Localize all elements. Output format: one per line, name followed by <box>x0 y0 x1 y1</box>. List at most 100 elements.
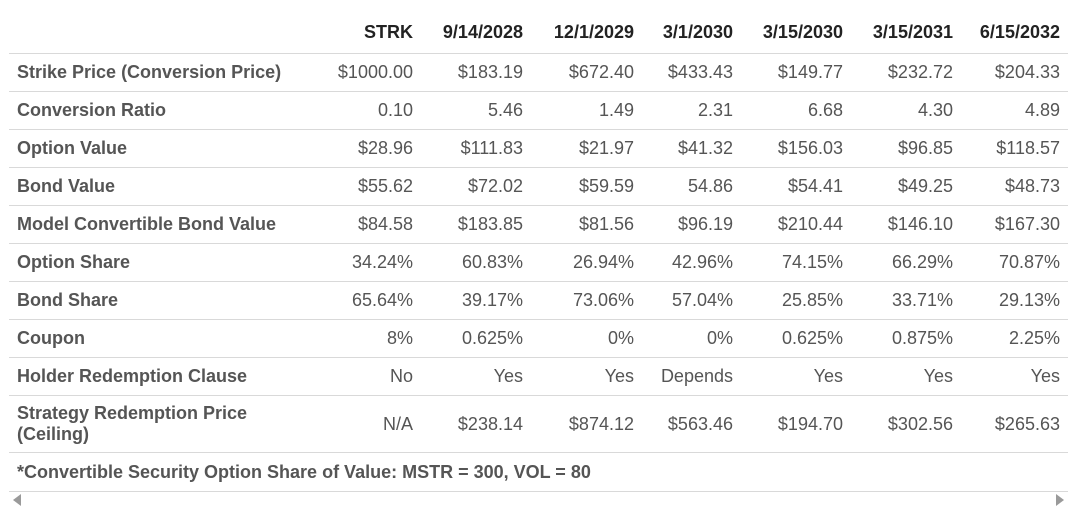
table-cell: $111.83 <box>460 138 523 158</box>
table-cell: $1000.00 <box>337 62 413 82</box>
table-cell: $232.72 <box>887 62 953 82</box>
table-cell: 73.06% <box>572 290 634 310</box>
row-label: Conversion Ratio <box>17 100 167 120</box>
table-cell: $81.56 <box>578 214 634 234</box>
table-cell: $183.19 <box>457 62 523 82</box>
table-row: Bond Value $55.62 $72.02 $59.59 54.86 $5… <box>9 167 1068 206</box>
table-cell: $96.85 <box>897 138 953 158</box>
column-header: 3/15/2031 <box>872 22 953 42</box>
row-label: Coupon <box>17 328 85 348</box>
row-label: Strike Price (Conversion Price) <box>17 62 282 82</box>
table-cell: $59.59 <box>578 176 634 196</box>
table-cell: 57.04% <box>671 290 733 310</box>
row-label: Model Convertible Bond Value <box>17 214 277 234</box>
table-cell: 0.625% <box>781 328 843 348</box>
header-corner <box>9 12 322 54</box>
column-header: 3/1/2030 <box>662 22 733 42</box>
table-cell: 1.49 <box>598 100 634 120</box>
table-container: STRK 9/14/2028 12/1/2029 3/1/2030 3/15/2… <box>9 12 1068 492</box>
table-cell: $72.02 <box>467 176 523 196</box>
row-label: Bond Share <box>17 290 119 310</box>
table-cell: 4.30 <box>917 100 953 120</box>
table-cell: $84.58 <box>357 214 413 234</box>
column-header: 3/15/2030 <box>762 22 843 42</box>
table-cell: 60.83% <box>461 252 523 272</box>
row-label: Strategy Redemption Price (Ceiling) <box>17 403 248 444</box>
footnote-row: *Convertible Security Option Share of Va… <box>9 452 1068 492</box>
column-header: 12/1/2029 <box>553 22 634 42</box>
row-label: Option Value <box>17 138 128 158</box>
table-cell: N/A <box>382 413 413 434</box>
table-row: Strategy Redemption Price (Ceiling) N/A … <box>9 395 1068 453</box>
table-cell: 65.64% <box>351 290 413 310</box>
table-footnote: *Convertible Security Option Share of Va… <box>17 461 591 482</box>
table-cell: $48.73 <box>1004 176 1060 196</box>
table-cell: 2.31 <box>697 100 733 120</box>
table-cell: 54.86 <box>687 176 733 196</box>
table-cell: Yes <box>1030 366 1060 386</box>
table-cell: 8% <box>386 328 413 348</box>
table-cell: $672.40 <box>568 62 634 82</box>
table-cell: $41.32 <box>677 138 733 158</box>
table-cell: $96.19 <box>677 214 733 234</box>
table-cell: 0.625% <box>461 328 523 348</box>
table-cell: $54.41 <box>787 176 843 196</box>
convertible-bond-table: STRK 9/14/2028 12/1/2029 3/1/2030 3/15/2… <box>9 12 1068 492</box>
table-cell: 0% <box>706 328 733 348</box>
table-row: Coupon 8% 0.625% 0% 0% 0.625% 0.875% 2.2… <box>9 319 1068 358</box>
table-cell: 0.10 <box>377 100 413 120</box>
table-cell: $149.77 <box>777 62 843 82</box>
table-cell: $302.56 <box>887 413 953 434</box>
table-cell: 74.15% <box>781 252 843 272</box>
table-cell: 4.89 <box>1024 100 1060 120</box>
table-cell: $238.14 <box>457 413 523 434</box>
table-row: Model Convertible Bond Value $84.58 $183… <box>9 205 1068 244</box>
table-cell: Depends <box>660 366 733 386</box>
table-cell: $156.03 <box>777 138 843 158</box>
row-label: Bond Value <box>17 176 116 196</box>
table-cell: $874.12 <box>568 413 634 434</box>
horizontal-scrollbar[interactable] <box>9 489 1068 511</box>
table-row: Holder Redemption Clause No Yes Yes Depe… <box>9 357 1068 396</box>
table-cell: $118.57 <box>996 138 1060 158</box>
table-row: Conversion Ratio 0.10 5.46 1.49 2.31 6.6… <box>9 91 1068 130</box>
table-cell: 2.25% <box>1008 328 1060 348</box>
table-cell: $28.96 <box>357 138 413 158</box>
triangle-right-icon[interactable] <box>1056 494 1064 506</box>
table-cell: $167.30 <box>994 214 1060 234</box>
table-cell: $49.25 <box>897 176 953 196</box>
table-cell: Yes <box>604 366 634 386</box>
table-cell: $194.70 <box>777 413 843 434</box>
table-cell: Yes <box>493 366 523 386</box>
table-cell: 33.71% <box>891 290 953 310</box>
table-cell: $21.97 <box>578 138 634 158</box>
table-cell: $146.10 <box>887 214 953 234</box>
table-cell: $204.33 <box>994 62 1060 82</box>
table-cell: No <box>389 366 413 386</box>
table-cell: Yes <box>813 366 843 386</box>
table-cell: 39.17% <box>461 290 523 310</box>
table-cell: $265.63 <box>994 413 1060 434</box>
table-cell: 29.13% <box>998 290 1060 310</box>
table-cell: 5.46 <box>487 100 523 120</box>
table-cell: $55.62 <box>357 176 413 196</box>
table-cell: $433.43 <box>667 62 733 82</box>
table-cell: 0% <box>607 328 634 348</box>
column-header: STRK <box>364 22 413 42</box>
table-row: Strike Price (Conversion Price) $1000.00… <box>9 53 1068 92</box>
table-cell: Yes <box>923 366 953 386</box>
row-label: Option Share <box>17 252 131 272</box>
table-cell: 42.96% <box>671 252 733 272</box>
header-row: STRK 9/14/2028 12/1/2029 3/1/2030 3/15/2… <box>9 12 1068 54</box>
table-row: Option Share 34.24% 60.83% 26.94% 42.96%… <box>9 243 1068 282</box>
column-header: 9/14/2028 <box>442 22 523 42</box>
table-cell: 25.85% <box>781 290 843 310</box>
table-cell: 6.68 <box>807 100 843 120</box>
table-cell: $563.46 <box>667 413 733 434</box>
triangle-left-icon[interactable] <box>13 494 21 506</box>
table-cell: 26.94% <box>572 252 634 272</box>
row-label: Holder Redemption Clause <box>17 366 248 386</box>
table-cell: 66.29% <box>891 252 953 272</box>
table-cell: 0.875% <box>891 328 953 348</box>
table-row: Bond Share 65.64% 39.17% 73.06% 57.04% 2… <box>9 281 1068 320</box>
